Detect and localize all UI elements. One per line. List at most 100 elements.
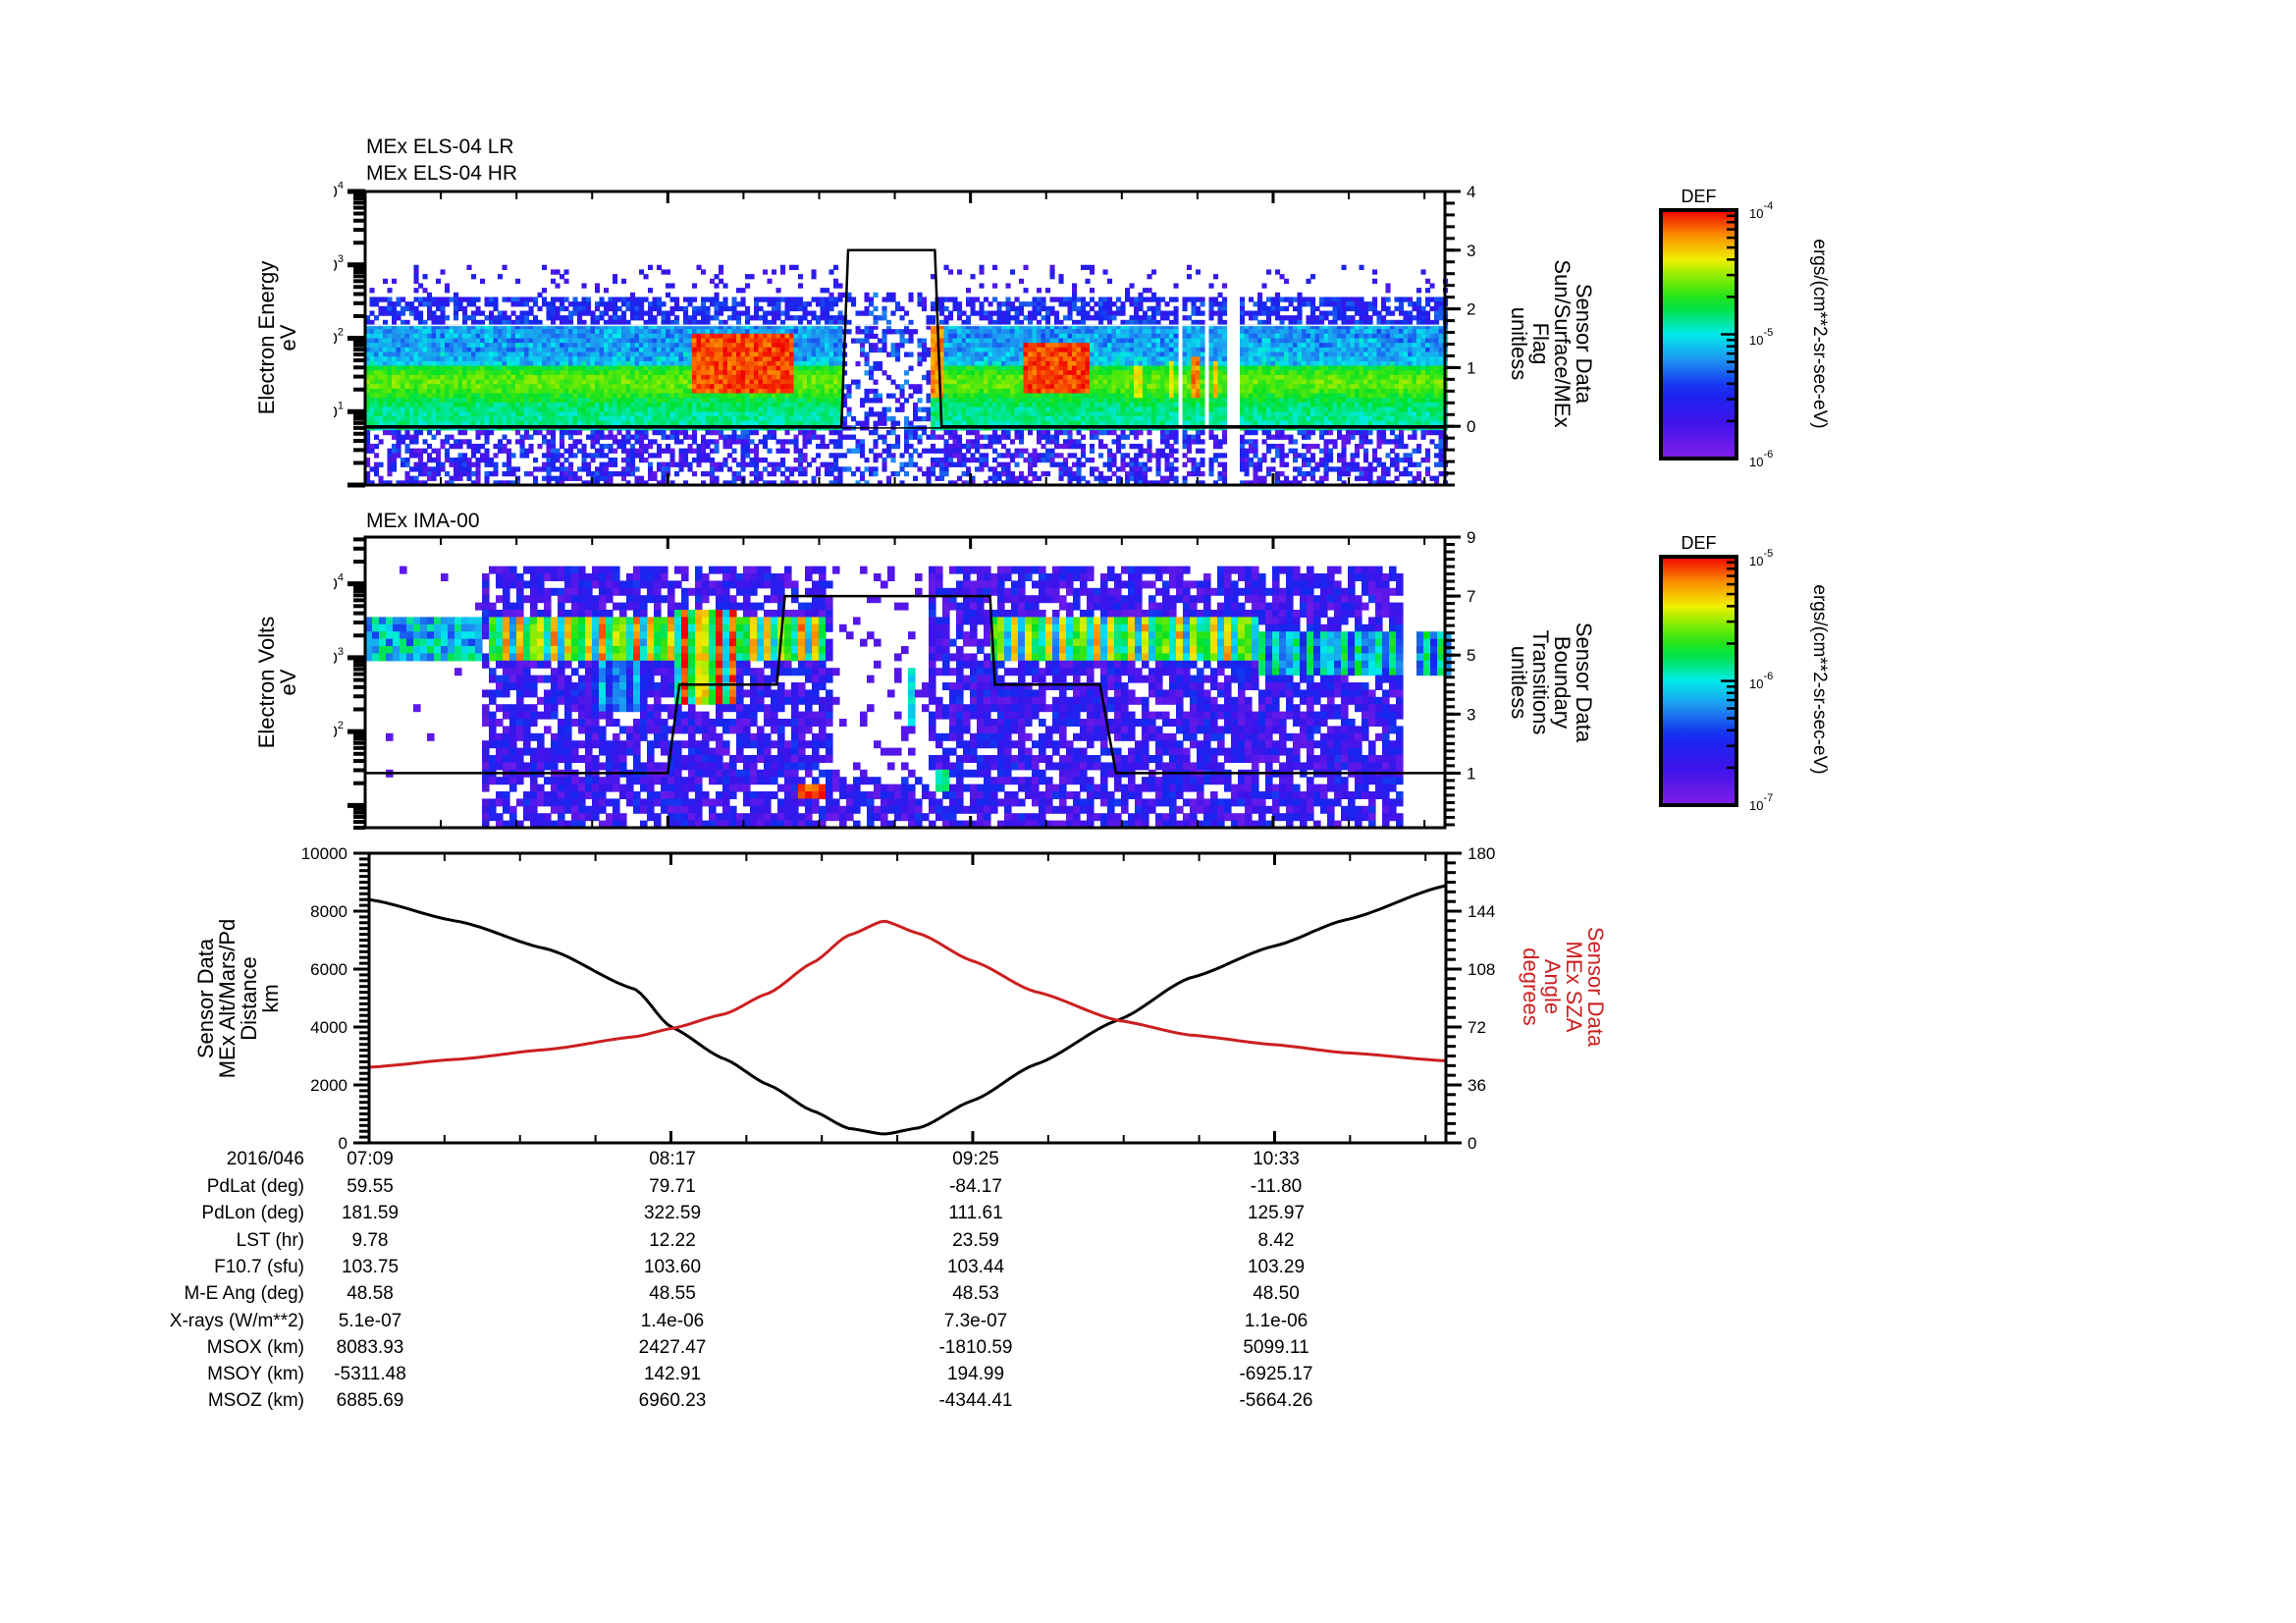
spectrogram-cells <box>365 264 1449 486</box>
colorbar2-units: ergs/(cm**2-sr-sec-eV) <box>1809 584 1830 775</box>
ytick-label: 103 <box>334 253 344 275</box>
orbit-line-panel: 0 2000 4000 6000 8000 10000 0 36 72 108 144 180 <box>301 844 1496 1153</box>
ephemeris-value: -5311.48 <box>334 1364 406 1385</box>
ephemeris-value: 8.42 <box>1257 1229 1295 1251</box>
ephemeris-value: 103.29 <box>1247 1256 1306 1277</box>
ephemeris-value: -5664.26 <box>1239 1390 1313 1412</box>
panel1-y2label: Sensor Data Sun/Surface/MEx Flag unitles… <box>1507 259 1596 427</box>
panel1-title-hr: MEx ELS-04 HR <box>366 162 518 185</box>
ephemeris-value: 5.1e-07 <box>338 1310 402 1331</box>
ephemeris-value: 7.3e-07 <box>943 1310 1008 1331</box>
panel2-ylabel: Electron Volts eV <box>254 617 300 749</box>
colorbar1 <box>1659 208 1738 460</box>
ephemeris-value: 103.75 <box>341 1256 400 1277</box>
time-label-0: 07:09 <box>347 1149 394 1169</box>
ephemeris-value: -84.17 <box>949 1176 1002 1197</box>
colorbar1-max-label: 10-4 <box>1749 200 1774 221</box>
ephemeris-value: 111.61 <box>948 1203 1003 1224</box>
ephemeris-value: 322.59 <box>643 1203 702 1224</box>
ephemeris-label: PdLat (deg) <box>206 1176 304 1197</box>
ephemeris-value: 23.59 <box>952 1229 999 1251</box>
ytick-label: 101 <box>334 400 344 421</box>
panel2-y2label-line3: Transitions <box>1528 629 1553 735</box>
panel3-y2label: Sensor Data MEx SZA Angle degrees <box>1519 927 1608 1047</box>
colorbar2-mid-label: 10-6 <box>1749 671 1774 691</box>
panel3-ylabel: Sensor Data MEx Alt/Mars/Pd Distance km <box>193 918 283 1079</box>
plot-frame <box>363 535 1447 830</box>
panel1-y2label-line4: unitless <box>1507 306 1531 381</box>
ephemeris-value: 9.78 <box>351 1229 389 1251</box>
panel3-ylabel-line4: km <box>258 984 283 1013</box>
ephemeris-value: 48.55 <box>649 1283 696 1305</box>
ytick-label: 108 <box>1468 960 1495 979</box>
ephemeris-label: MSOX (km) <box>206 1336 304 1358</box>
ephemeris-value: 142.91 <box>643 1364 702 1385</box>
ytick-label: 7 <box>1467 587 1475 606</box>
date-label: 2016/046 <box>226 1149 304 1169</box>
ytick-label: 9 <box>1467 528 1475 547</box>
panel1-y2label-line3: Flag <box>1528 322 1553 365</box>
panel2-y2label-line4: unitless <box>1507 645 1531 720</box>
ephemeris-value: 6885.69 <box>336 1390 404 1412</box>
ephemeris-value: 59.55 <box>347 1176 394 1197</box>
ytick-label: 104 <box>334 182 344 201</box>
ytick-label: 4000 <box>310 1018 347 1037</box>
ephemeris-value: 79.71 <box>649 1176 696 1197</box>
panel3-ylabel-line1: Sensor Data <box>193 938 218 1059</box>
ephemeris-value: 181.59 <box>341 1203 400 1224</box>
ytick-label: 2000 <box>310 1076 347 1095</box>
ytick-label: 3 <box>1467 242 1475 260</box>
ytick-label: 1 <box>1467 764 1475 783</box>
ephemeris-value: 103.60 <box>643 1256 702 1277</box>
ephemeris-value: -1810.59 <box>938 1336 1013 1358</box>
colorbar2-max-label: 10-5 <box>1749 548 1774 568</box>
colorbar2-min-label: 10-7 <box>1749 792 1774 813</box>
ytick-label: 3 <box>1467 705 1475 724</box>
panel3-y2label-line2: MEx SZA <box>1562 941 1586 1033</box>
ephemeris-value: 194.99 <box>946 1364 1005 1385</box>
ephemeris-label: MSOY (km) <box>207 1364 304 1385</box>
ytick-label: 0 <box>1467 417 1475 436</box>
ephemeris-value: 6960.23 <box>638 1390 707 1412</box>
ephemeris-value: 48.58 <box>347 1283 394 1305</box>
ytick-label: 8000 <box>310 902 347 921</box>
ephemeris-value: -6925.17 <box>1239 1364 1313 1385</box>
ytick-label: 0 <box>339 1134 347 1153</box>
ephemeris-value: 8083.93 <box>336 1336 404 1358</box>
colorbar1-min-label: 10-6 <box>1749 449 1774 469</box>
plot-frame <box>367 851 1448 1145</box>
panel1-title-lr: MEx ELS-04 LR <box>366 135 514 158</box>
panel2-y2label-line2: Boundary <box>1550 635 1575 730</box>
ytick-label: 1 <box>1467 358 1475 377</box>
ephemeris-label: X-rays (W/m**2) <box>169 1310 304 1331</box>
colorbar1-title: DEF <box>1681 187 1717 206</box>
ephemeris-value: 12.22 <box>649 1229 696 1251</box>
colorbar2 <box>1659 555 1738 807</box>
ytick-label: 144 <box>1468 902 1495 921</box>
ytick-label: 104 <box>334 572 344 594</box>
ytick-label: 180 <box>1468 844 1495 863</box>
ephemeris-label: MSOZ (km) <box>207 1390 304 1412</box>
colorbar2-title: DEF <box>1681 533 1717 553</box>
colorbar1-units: ergs/(cm**2-sr-sec-eV) <box>1809 239 1830 429</box>
ephemeris-label: PdLon (deg) <box>201 1203 304 1224</box>
spectrogram-cells <box>365 566 1452 829</box>
ephemeris-value: 1.4e-06 <box>640 1310 705 1331</box>
ytick-label: 5 <box>1467 646 1475 665</box>
ephemeris-value: -4344.41 <box>938 1390 1013 1412</box>
ephemeris-value: 48.53 <box>952 1283 999 1305</box>
ytick-label: 4 <box>1467 183 1475 201</box>
els-spectrogram-panel: 101 102 103 104 0 1 2 3 4 <box>334 182 1475 488</box>
flag-line <box>365 248 1445 428</box>
ephemeris-value: 1.1e-06 <box>1244 1310 1308 1331</box>
panel1-ylabel-line2: eV <box>276 324 300 352</box>
ytick-label: 2 <box>1467 300 1475 319</box>
panel3-ylabel-line3: Distance <box>237 956 261 1041</box>
ima-spectrogram-panel: 102 103 104 1 3 5 7 9 <box>334 528 1475 830</box>
ytick-label: 6000 <box>310 960 347 979</box>
ytick-label: 102 <box>334 327 344 349</box>
time-label-1: 08:17 <box>649 1149 696 1169</box>
panel3-ylabel-line2: MEx Alt/Mars/Pd <box>215 918 240 1079</box>
ytick-label: 72 <box>1468 1018 1486 1037</box>
ephemeris-label: LST (hr) <box>236 1229 304 1251</box>
